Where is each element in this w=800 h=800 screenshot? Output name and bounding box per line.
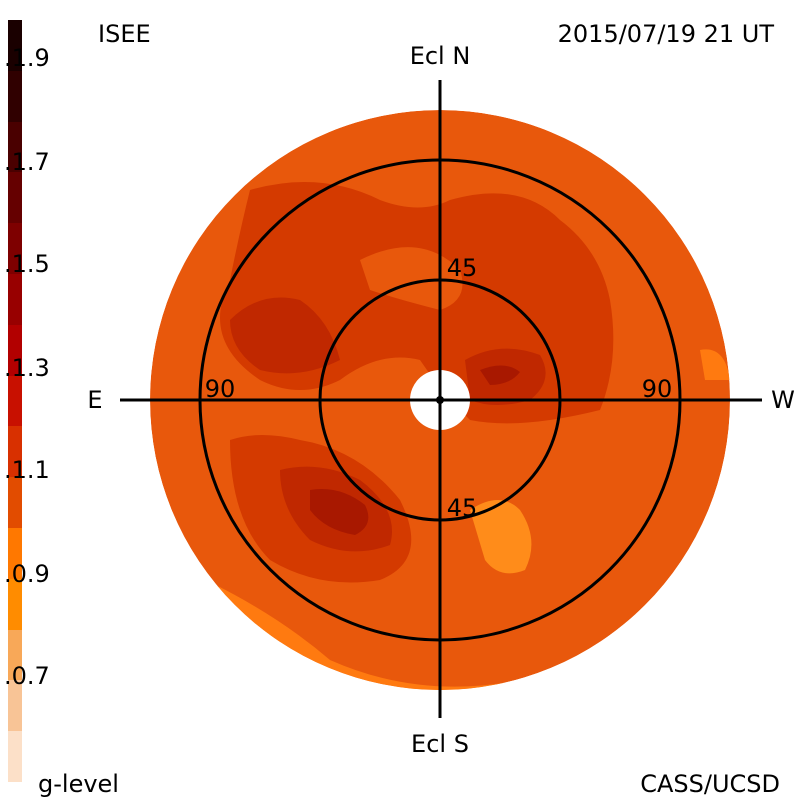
colorbar-tick-label: .1.3	[4, 354, 50, 382]
colorbar-tick-label: .1.5	[4, 250, 50, 278]
colorbar-segment	[8, 426, 22, 478]
darkest-region-south	[310, 489, 369, 535]
colorbar-tick-label: .0.9	[4, 560, 50, 588]
label-ring-90-left: 90	[205, 375, 236, 403]
label-east: E	[87, 386, 102, 414]
colorbar-tick-label: .1.9	[4, 44, 50, 72]
light-region-southeast	[470, 500, 532, 574]
colorbar-segment	[8, 629, 22, 681]
colorbar-segment	[8, 172, 22, 224]
colorbar-segment	[8, 527, 22, 579]
colorbar-segment	[8, 680, 22, 732]
colorbar-title: g-level	[38, 770, 119, 798]
colorbar-segment	[8, 223, 22, 274]
colorbar-tick-label: .1.7	[4, 148, 50, 176]
label-west: W	[771, 386, 795, 414]
colorbar-tick-label: .0.7	[4, 662, 50, 690]
label-ecl-south: Ecl S	[411, 730, 469, 758]
colorbar-tick-label: .1.1	[4, 456, 50, 484]
sun-center-dot	[436, 396, 444, 404]
colorbar	[8, 20, 22, 782]
label-ring-45-top: 45	[447, 254, 478, 282]
source-label: ISEE	[98, 20, 151, 48]
timestamp: 2015/07/19 21 UT	[557, 20, 774, 48]
colorbar-segment	[8, 324, 22, 376]
label-ring-90-right: 90	[642, 375, 673, 403]
colorbar-segment	[8, 578, 22, 630]
label-ring-45-bottom: 45	[447, 494, 478, 522]
dark-region-west	[230, 297, 340, 374]
colorbar-segment	[8, 20, 22, 71]
light-region-east-edge	[700, 349, 730, 380]
darkest-region-center-east	[480, 365, 520, 385]
colorbar-segment	[8, 121, 22, 173]
colorbar-segment	[8, 477, 22, 528]
colorbar-segment	[8, 375, 22, 427]
label-ecl-north: Ecl N	[410, 42, 471, 70]
colorbar-segment	[8, 70, 22, 122]
colorbar-segment	[8, 273, 22, 325]
credit: CASS/UCSD	[640, 770, 780, 798]
colorbar-segment	[8, 731, 22, 782]
